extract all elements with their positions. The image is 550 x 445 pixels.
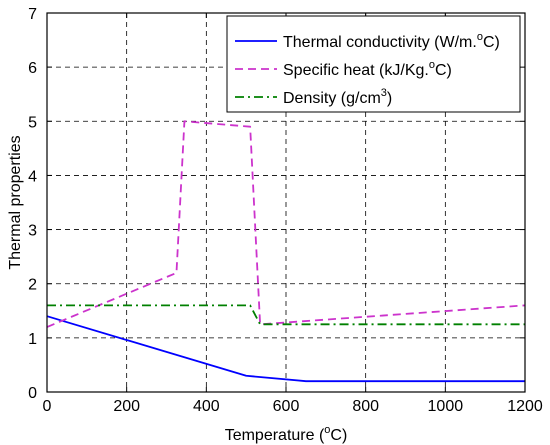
legend-entry-1: Specific heat (kJ/Kg.oC) bbox=[235, 59, 452, 79]
legend-entry-0: Thermal conductivity (W/m.oC) bbox=[235, 31, 500, 51]
y-tick-label: 1 bbox=[28, 331, 37, 348]
y-tick-label: 6 bbox=[28, 60, 37, 77]
legend-entry-2: Density (g/cm3) bbox=[235, 87, 392, 107]
x-tick-label: 200 bbox=[113, 398, 140, 415]
legend-label-1: Specific heat (kJ/Kg.oC) bbox=[283, 59, 452, 79]
ticks: 0 200 400 600 800 1000 1200 0 1 2 3 4 5 6 7 bbox=[28, 6, 543, 415]
y-tick-label: 4 bbox=[28, 168, 37, 185]
x-tick-label: 800 bbox=[352, 398, 379, 415]
y-tick-label: 7 bbox=[28, 6, 37, 23]
series-line-0 bbox=[46, 315, 525, 383]
x-tick-label: 1200 bbox=[507, 398, 543, 415]
series-line-2 bbox=[47, 304, 525, 326]
y-tick-label: 2 bbox=[28, 277, 37, 294]
legend-box bbox=[226, 15, 521, 113]
legend-label-2: Density (g/cm3) bbox=[283, 87, 392, 107]
x-tick-label: 400 bbox=[193, 398, 220, 415]
x-axis-label: Temperature (oC) bbox=[225, 424, 348, 444]
legend: Thermal conductivity (W/m.oC) Specific h… bbox=[226, 15, 521, 113]
y-axis-label: Thermal properties bbox=[7, 135, 24, 269]
series-layer bbox=[46, 120, 526, 383]
legend-label-0: Thermal conductivity (W/m.oC) bbox=[283, 31, 500, 51]
series-line-1 bbox=[46, 120, 526, 328]
y-tick-label: 3 bbox=[28, 223, 37, 240]
x-tick-label: 600 bbox=[273, 398, 300, 415]
x-tick-label: 1000 bbox=[428, 398, 464, 415]
x-tick-label: 0 bbox=[43, 398, 52, 415]
y-tick-label: 0 bbox=[28, 385, 37, 402]
y-tick-label: 5 bbox=[28, 114, 37, 131]
